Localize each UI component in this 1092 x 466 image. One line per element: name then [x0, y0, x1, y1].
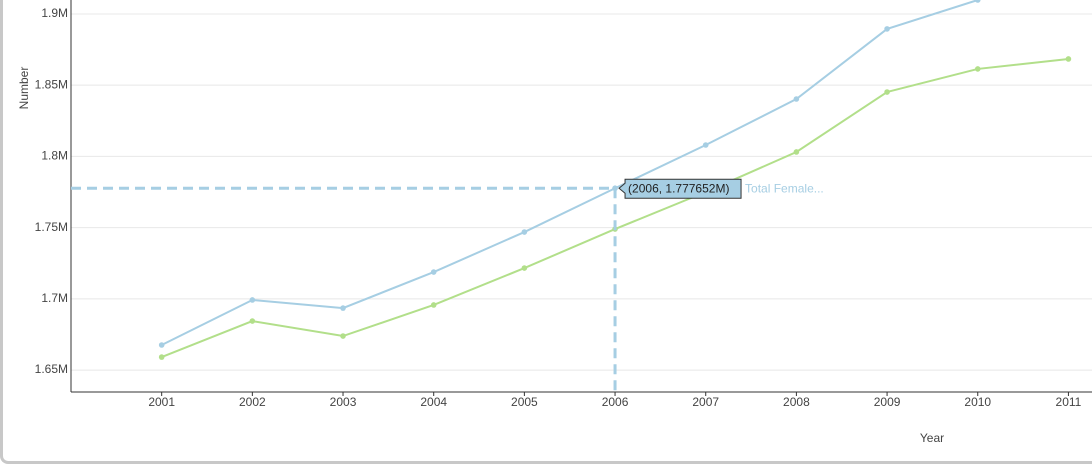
x-tick-label: 2010	[964, 395, 991, 409]
data-point	[702, 142, 709, 148]
x-tick-label: 2004	[420, 395, 447, 409]
y-tick-label: 1.85M	[35, 77, 68, 91]
x-tick-label: 2008	[783, 395, 810, 409]
data-point	[974, 0, 981, 3]
x-tick-label: 2011	[1056, 395, 1082, 409]
x-tick-label: 2007	[692, 395, 719, 409]
y-tick-label: 1.75M	[35, 220, 68, 234]
data-point	[340, 333, 346, 339]
y-tick-label: 1.65M	[35, 362, 68, 376]
data-point	[884, 89, 890, 95]
x-tick-label: 2005	[511, 395, 538, 409]
tooltip-text: (2006, 1.777652M)	[628, 181, 729, 195]
y-tick-label: 1.8M	[41, 149, 68, 163]
data-point	[793, 149, 800, 155]
data-point	[521, 265, 528, 271]
series-line	[161, 0, 979, 346]
data-point	[430, 269, 437, 275]
data-point	[340, 305, 346, 311]
x-axis-title: Year	[920, 431, 944, 445]
y-tick-label: 1.9M	[41, 6, 68, 20]
x-tick-label: 2001	[148, 395, 175, 409]
data-point	[793, 96, 800, 102]
y-axis-title: Number	[17, 67, 31, 110]
series-label: Total Female...	[745, 181, 824, 195]
y-tick-label: 1.7M	[41, 291, 68, 305]
x-tick-label: 2002	[239, 395, 266, 409]
x-tick-label: 2006	[602, 395, 629, 409]
data-point	[521, 229, 528, 235]
x-tick-label: 2009	[874, 395, 901, 409]
data-point	[1065, 56, 1072, 62]
data-point	[249, 318, 256, 324]
axes: 1.65M 1.7M 1.75M 1.8M 1.85M 1.9M 2001 2002 2003 2…	[35, 0, 1092, 409]
data-point	[249, 297, 256, 303]
data-point	[884, 26, 890, 32]
x-tick-label: 2003	[330, 395, 357, 409]
tooltip-box	[618, 178, 742, 199]
data-point	[158, 342, 165, 348]
grid	[71, 13, 1092, 371]
data-point	[974, 66, 981, 72]
data-point	[430, 302, 437, 308]
data-point	[158, 354, 165, 360]
